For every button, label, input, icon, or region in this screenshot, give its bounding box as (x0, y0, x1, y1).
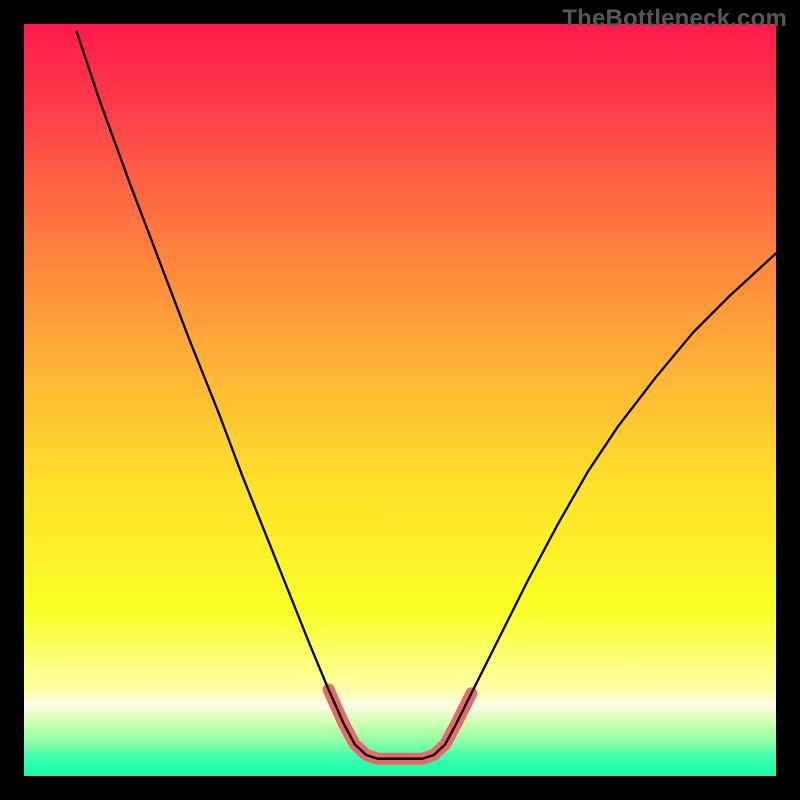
plot-area (24, 24, 776, 776)
watermark-text: TheBottleneck.com (562, 5, 787, 33)
chart-svg (24, 24, 776, 776)
bottleneck-curve (77, 32, 776, 759)
bottleneck-highlight (329, 690, 472, 759)
outer-frame: TheBottleneck.com (0, 0, 800, 800)
